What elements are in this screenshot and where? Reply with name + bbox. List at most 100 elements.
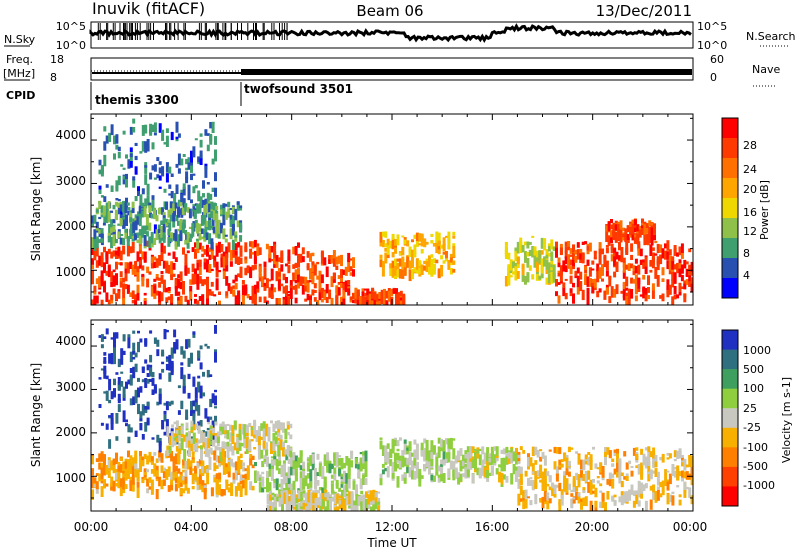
velocity-cell [297,457,301,468]
power-cell [91,265,94,270]
power-cell [232,247,236,256]
power-cell [134,299,138,305]
velocity-cell [120,381,124,387]
power-cell [93,229,97,242]
velocity-cell [221,448,225,459]
velocity-cell [529,460,533,467]
power-cell [196,244,200,254]
velocity-cell [139,418,143,421]
power-cell [108,132,112,142]
power-cell [504,242,508,255]
power-cell [418,234,422,242]
velocity-cell [113,349,116,357]
power-cell [526,277,530,281]
velocity-cell [570,489,574,493]
power-cell [206,296,209,305]
power-cell [292,246,296,255]
power-cell [201,253,205,258]
power-cell [211,218,215,230]
velocity-cell [127,461,130,473]
power-cell [265,300,269,304]
velocity-cell [191,459,195,464]
power-cell [189,285,193,293]
velocity-cell [155,489,159,500]
velocity-cell [369,501,373,505]
power-cell [192,204,196,207]
velocity-cell [227,457,231,462]
velocity-cell [186,458,190,470]
velocity-cell [575,451,579,454]
power-cell [535,261,539,272]
power-cell [119,277,123,282]
power-cell [641,220,644,223]
power-cell [119,220,123,227]
power-cell [174,202,178,209]
time-tick-4: 16:00 [475,520,510,534]
velocity-cell [567,483,571,491]
power-cb-tick-24: 24 [743,163,757,176]
velocity-cell [481,446,485,455]
velocity-cell [141,460,145,467]
power-cell [625,241,629,254]
power-cell [146,278,150,288]
velocity-cell [201,480,205,486]
velocity-cell [661,480,665,492]
velocity-cell [584,496,588,507]
velocity-cell [270,469,274,481]
power-cell [95,221,99,233]
velocity-cell [359,457,363,463]
velocity-cell [616,453,619,463]
power-cell [115,247,118,250]
power-cell [158,175,162,181]
power-cell [165,219,169,227]
velocity-cell [221,441,225,449]
velocity-cell [134,468,138,478]
velocity-cell [230,458,234,467]
power-cell [150,231,154,244]
velocity-cell [367,504,371,509]
velocity-cell [510,446,514,450]
velocity-cell [146,488,150,494]
velocity-cell [182,469,186,473]
velocity-cell [144,409,148,413]
power-cell [661,293,665,302]
velocity-cell [642,453,646,466]
velocity-cell [236,433,240,438]
velocity-cell [132,342,136,353]
velocity-cell [285,496,289,505]
power-cell [688,275,692,282]
velocity-cell [166,449,170,456]
velocity-cell [153,386,157,394]
velocity-cell [338,487,342,492]
power-cell [172,262,176,270]
velocity-cell [340,458,344,464]
power-cell [649,269,653,273]
power-cell [547,273,551,283]
power-cell [177,221,180,226]
power-cell [167,264,171,273]
velocity-cell [384,468,388,472]
velocity-cell [256,471,260,478]
velocity-cell [396,440,400,447]
velocity-cell [122,486,126,494]
power-cell [98,185,102,190]
velocity-cell [379,437,383,440]
power-cell [644,288,648,295]
velocity-cell [437,475,441,483]
velocity-cell [505,446,509,454]
velocity-cell [551,488,555,497]
velocity-cell [469,461,473,470]
velocity-cell [309,492,313,501]
power-cell [102,205,106,217]
power-cell [371,289,375,299]
velocity-cell [209,427,213,434]
power-cell [524,241,527,246]
velocity-cell [606,478,610,485]
time-tick-2: 08:00 [274,520,309,534]
power-cell [645,233,649,245]
power-cell [593,250,597,254]
power-cell [644,291,648,302]
power-cell [579,253,583,260]
power-cell [576,275,580,288]
power-cell [117,199,121,202]
